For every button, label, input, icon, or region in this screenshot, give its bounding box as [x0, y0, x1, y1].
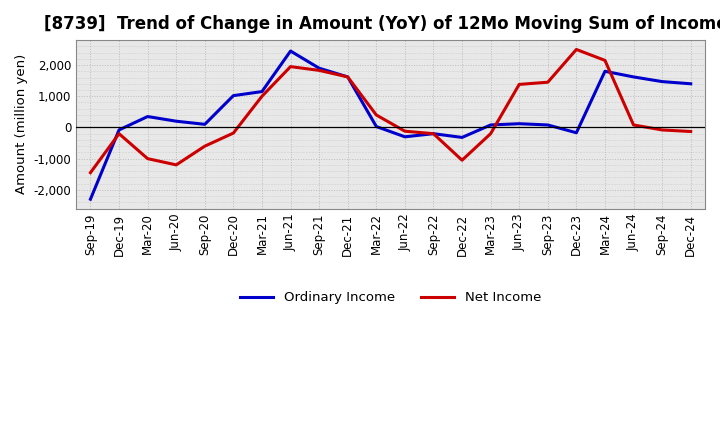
- Net Income: [343, 74, 352, 80]
- Ordinary Income: [315, 66, 323, 71]
- Title: [8739]  Trend of Change in Amount (YoY) of 12Mo Moving Sum of Incomes: [8739] Trend of Change in Amount (YoY) o…: [44, 15, 720, 33]
- Net Income: [458, 158, 467, 163]
- Y-axis label: Amount (million yen): Amount (million yen): [15, 54, 28, 194]
- Net Income: [114, 131, 123, 136]
- Ordinary Income: [658, 79, 667, 84]
- Ordinary Income: [143, 114, 152, 119]
- Net Income: [400, 128, 409, 134]
- Ordinary Income: [114, 127, 123, 132]
- Net Income: [315, 68, 323, 73]
- Net Income: [629, 122, 638, 128]
- Line: Ordinary Income: Ordinary Income: [91, 51, 690, 199]
- Ordinary Income: [515, 121, 523, 126]
- Net Income: [429, 131, 438, 136]
- Net Income: [287, 64, 295, 69]
- Net Income: [172, 162, 181, 168]
- Ordinary Income: [258, 89, 266, 94]
- Ordinary Income: [400, 134, 409, 139]
- Ordinary Income: [200, 122, 209, 127]
- Ordinary Income: [86, 197, 95, 202]
- Ordinary Income: [372, 124, 381, 129]
- Ordinary Income: [287, 48, 295, 54]
- Ordinary Income: [544, 122, 552, 128]
- Net Income: [258, 94, 266, 99]
- Net Income: [686, 129, 695, 134]
- Net Income: [229, 130, 238, 136]
- Ordinary Income: [686, 81, 695, 86]
- Net Income: [515, 82, 523, 87]
- Net Income: [658, 127, 667, 132]
- Net Income: [486, 131, 495, 136]
- Net Income: [600, 58, 609, 63]
- Net Income: [544, 80, 552, 85]
- Ordinary Income: [229, 93, 238, 98]
- Line: Net Income: Net Income: [91, 49, 690, 172]
- Net Income: [372, 112, 381, 117]
- Legend: Ordinary Income, Net Income: Ordinary Income, Net Income: [235, 286, 546, 309]
- Ordinary Income: [429, 131, 438, 136]
- Ordinary Income: [600, 69, 609, 74]
- Net Income: [143, 156, 152, 161]
- Net Income: [86, 170, 95, 175]
- Ordinary Income: [343, 74, 352, 80]
- Ordinary Income: [629, 74, 638, 80]
- Ordinary Income: [486, 122, 495, 128]
- Ordinary Income: [572, 130, 581, 136]
- Ordinary Income: [172, 118, 181, 124]
- Net Income: [572, 47, 581, 52]
- Ordinary Income: [458, 135, 467, 140]
- Net Income: [200, 143, 209, 149]
